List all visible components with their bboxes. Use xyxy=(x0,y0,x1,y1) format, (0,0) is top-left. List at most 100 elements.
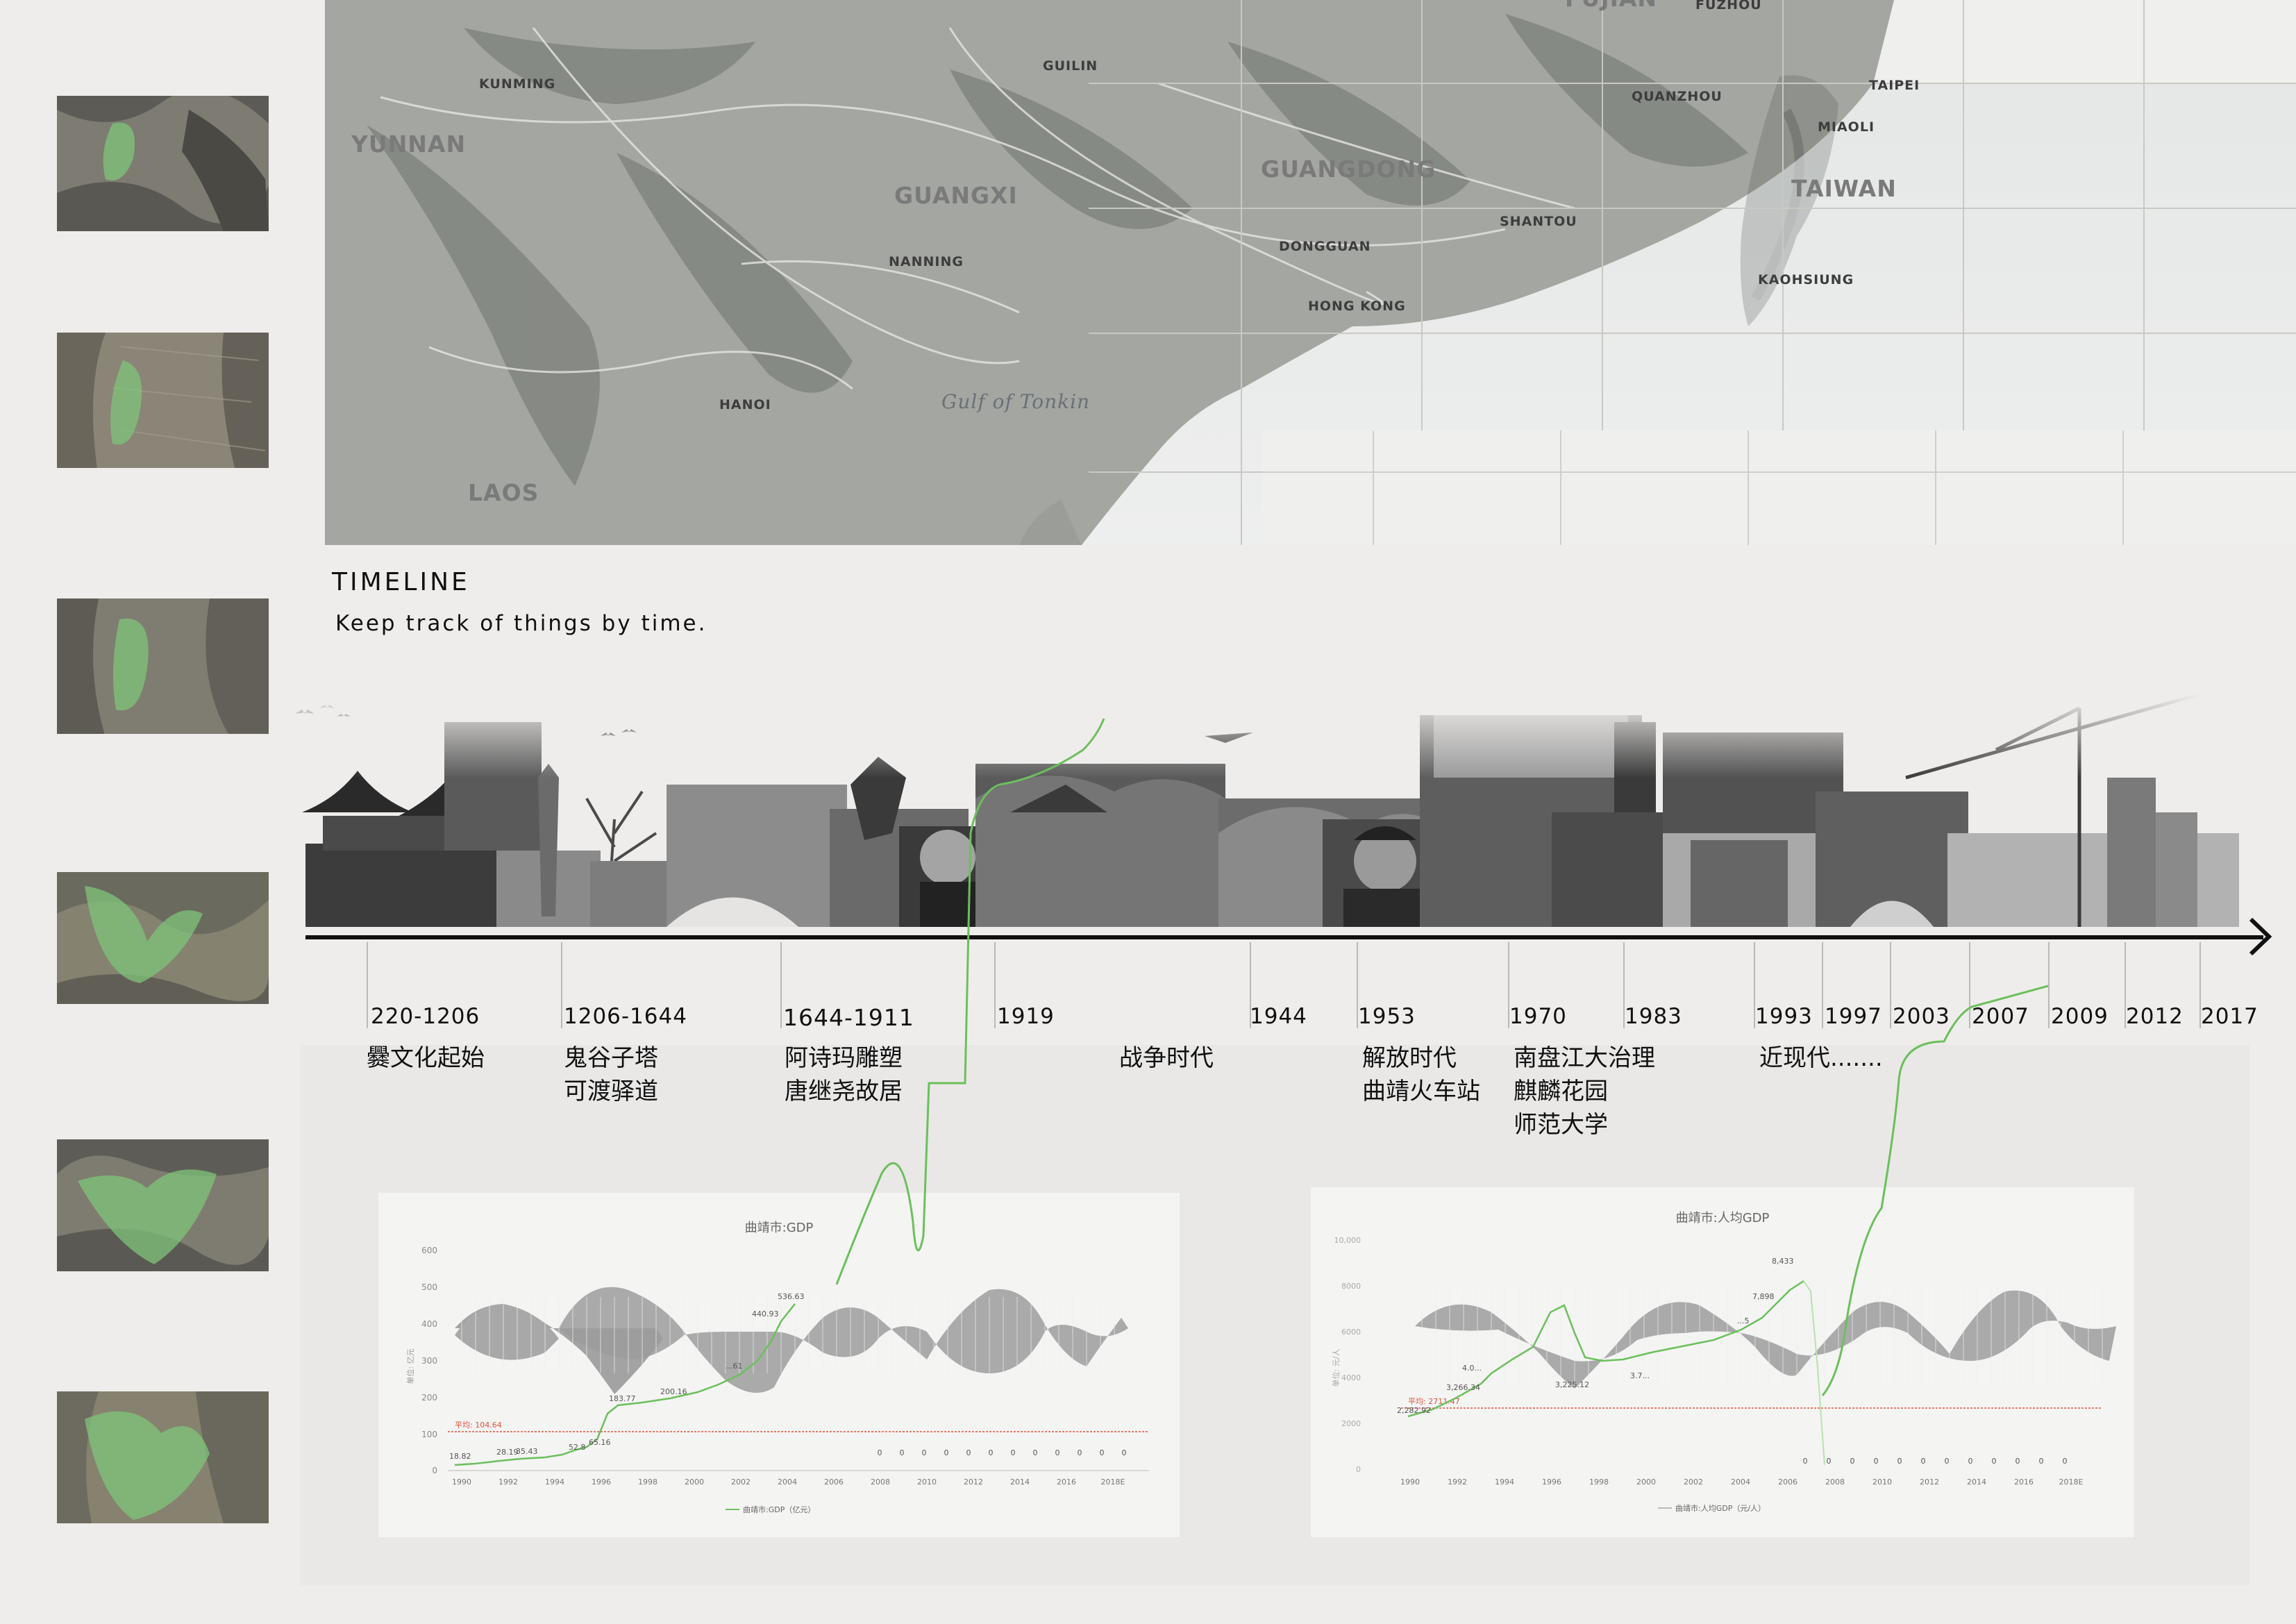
zero-label: 0 xyxy=(1850,1457,1855,1466)
avg-label: 平均: 2711.47 xyxy=(1408,1397,1460,1406)
point-label: ...61 xyxy=(726,1362,743,1371)
map-label: FUJIAN xyxy=(1565,0,1657,12)
x-tick: 2016 xyxy=(1057,1477,1076,1487)
x-tick: 2018E xyxy=(1101,1477,1125,1487)
map-label: Gulf of Tonkin xyxy=(941,390,1091,413)
timeline-event: 爨文化起始 xyxy=(367,1041,485,1075)
zero-label: 0 xyxy=(1874,1457,1879,1466)
timeline-axis xyxy=(305,935,2263,939)
point-label: 183.77 xyxy=(609,1394,636,1403)
y-tick: 6000 xyxy=(1341,1328,1361,1337)
per-capita-gdp-chart: 曲靖市:人均GDP 0 2000 4000 6000 8000 10,000 单… xyxy=(1311,1187,2134,1537)
x-tick: 1996 xyxy=(1542,1477,1561,1487)
y-tick: 10,000 xyxy=(1334,1236,1361,1245)
point-label: 3,266.34 xyxy=(1446,1383,1480,1392)
point-label: 3.7... xyxy=(1630,1371,1650,1380)
x-tick: 2008 xyxy=(1825,1477,1845,1487)
timeline-tick xyxy=(367,942,368,1028)
map-label: KAOHSIUNG xyxy=(1758,272,1854,287)
zero-label: 0 xyxy=(1011,1448,1016,1457)
event-line: 解放时代 xyxy=(1362,1044,1457,1072)
timeline-tick xyxy=(1623,942,1625,1028)
zero-label: 0 xyxy=(1055,1448,1060,1457)
timeline-year: 2012 xyxy=(2126,1004,2184,1029)
x-tick: 2012 xyxy=(964,1477,983,1487)
y-tick: 300 xyxy=(421,1356,437,1366)
map-label: HANOI xyxy=(719,397,771,412)
zero-label: 0 xyxy=(1827,1457,1832,1466)
zero-label: 0 xyxy=(1033,1448,1038,1457)
timeline-year: 1997 xyxy=(1825,1004,1882,1029)
event-line: 鬼谷子塔 xyxy=(564,1044,658,1072)
x-tick: 1998 xyxy=(1589,1477,1609,1487)
zero-label: 0 xyxy=(989,1448,994,1457)
event-line: 阿诗玛雕塑 xyxy=(785,1044,903,1072)
timeline-tick xyxy=(780,942,782,1028)
point-label: 7,898 xyxy=(1752,1292,1775,1301)
y-tick: 2000 xyxy=(1341,1419,1361,1428)
y-tick: 200 xyxy=(421,1393,437,1403)
timeline-event: 鬼谷子塔 可渡驿道 xyxy=(564,1041,658,1108)
historical-photo-collage xyxy=(281,689,2246,934)
timeline-event: 解放时代 曲靖火车站 xyxy=(1362,1041,1480,1108)
zero-label: 0 xyxy=(878,1448,882,1457)
point-label: 65.16 xyxy=(589,1438,611,1447)
point-label: 52.8 xyxy=(569,1443,586,1452)
x-tick: 2016 xyxy=(2014,1477,2034,1487)
y-tick: 100 xyxy=(421,1430,437,1439)
point-label: 8,433 xyxy=(1772,1257,1794,1266)
satellite-thumbnail-4 xyxy=(57,872,269,1007)
x-tick: 1992 xyxy=(1448,1477,1467,1487)
x-tick: 1990 xyxy=(452,1477,471,1487)
satellite-thumbnail-3 xyxy=(57,598,269,734)
timeline-tick xyxy=(1822,942,1823,1028)
timeline-tick xyxy=(2199,942,2201,1028)
zero-label: 0 xyxy=(1803,1457,1808,1466)
timeline-year: 1944 xyxy=(1250,1004,1307,1029)
chart-title: 曲靖市:GDP xyxy=(744,1221,814,1235)
zero-label: 0 xyxy=(1945,1457,1950,1466)
x-tick: 2014 xyxy=(1010,1477,1030,1487)
map-label: SHANTOU xyxy=(1500,214,1577,229)
zero-label: 0 xyxy=(1100,1448,1105,1457)
x-tick: 2008 xyxy=(871,1477,890,1487)
x-tick: 2006 xyxy=(824,1477,844,1487)
zero-label: 0 xyxy=(944,1448,949,1457)
timeline-event: 南盘江大治理 麒麟花园 师范大学 xyxy=(1514,1041,1655,1141)
zero-label: 0 xyxy=(1968,1457,1973,1466)
x-tick: 2004 xyxy=(778,1477,797,1487)
map-label: GUANGXI xyxy=(894,182,1018,209)
timeline-year: 2003 xyxy=(1893,1004,1950,1029)
timeline-title: TIMELINE xyxy=(332,568,470,596)
map-label: TAIWAN xyxy=(1791,175,1897,202)
y-tick: 600 xyxy=(421,1246,437,1255)
event-line: 曲靖火车站 xyxy=(1362,1078,1480,1105)
satellite-thumbnail-5 xyxy=(57,1139,269,1275)
x-tick: 1992 xyxy=(498,1477,518,1487)
map-label: GUANGDONG xyxy=(1261,156,1436,183)
timeline-event: 战争时代 xyxy=(1119,1041,1214,1075)
y-tick: 0 xyxy=(1356,1465,1361,1474)
avg-label: 平均: 104.64 xyxy=(455,1421,502,1430)
timeline-tick xyxy=(994,942,996,1028)
zero-label: 0 xyxy=(1078,1448,1082,1457)
zero-label: 0 xyxy=(2016,1457,2020,1466)
timeline-tick xyxy=(561,942,562,1028)
x-tick: 1996 xyxy=(592,1477,611,1487)
satellite-thumbnail-6 xyxy=(57,1391,269,1523)
timeline-tick xyxy=(1508,942,1509,1028)
y-axis-label: 单位: 元/人 xyxy=(1331,1349,1341,1387)
point-label: 200.16 xyxy=(660,1387,687,1396)
point-label: 18.82 xyxy=(449,1452,471,1461)
event-line: 师范大学 xyxy=(1514,1111,1608,1139)
point-label: 28.19 xyxy=(496,1448,519,1457)
regional-map: KUNMING YUNNAN GUILIN GUANGXI NANNING GU… xyxy=(325,0,2296,545)
timeline-tick xyxy=(2048,942,2050,1028)
event-line: 战争时代 xyxy=(1119,1044,1214,1072)
point-label: 440.93 xyxy=(752,1309,779,1319)
timeline-year: 1970 xyxy=(1509,1004,1567,1029)
x-tick: 2002 xyxy=(731,1477,751,1487)
y-tick: 0 xyxy=(432,1466,437,1475)
x-tick: 2000 xyxy=(1636,1477,1656,1487)
y-tick: 500 xyxy=(421,1282,437,1292)
